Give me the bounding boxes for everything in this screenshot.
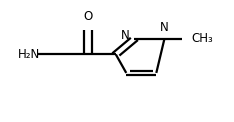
Text: H₂N: H₂N: [18, 48, 40, 61]
Text: O: O: [84, 10, 93, 23]
Text: N: N: [121, 30, 130, 42]
Text: CH₃: CH₃: [191, 32, 213, 45]
Text: N: N: [160, 21, 169, 34]
